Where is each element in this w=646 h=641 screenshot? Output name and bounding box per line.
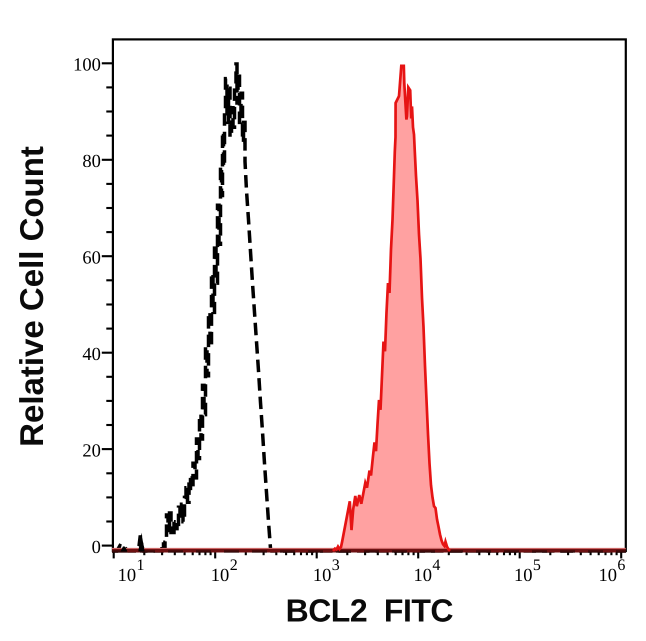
svg-text:10: 10 <box>599 566 618 586</box>
svg-text:6: 6 <box>617 557 625 574</box>
svg-text:BCL2 FITC: BCL2 FITC <box>286 592 454 628</box>
svg-text:10: 10 <box>514 566 533 586</box>
svg-text:Relative Cell Count: Relative Cell Count <box>13 146 50 447</box>
svg-text:10: 10 <box>118 566 137 586</box>
svg-text:10: 10 <box>211 566 230 586</box>
svg-text:2: 2 <box>230 557 238 574</box>
svg-text:60: 60 <box>82 249 101 269</box>
svg-text:10: 10 <box>414 566 433 586</box>
svg-text:1: 1 <box>137 557 145 574</box>
svg-text:40: 40 <box>82 345 101 365</box>
svg-text:4: 4 <box>432 557 440 574</box>
svg-text:10: 10 <box>313 566 332 586</box>
svg-text:5: 5 <box>533 557 541 574</box>
svg-text:80: 80 <box>82 152 101 172</box>
svg-text:3: 3 <box>332 557 340 574</box>
svg-text:20: 20 <box>82 441 101 461</box>
svg-text:0: 0 <box>92 538 101 558</box>
svg-text:100: 100 <box>73 56 101 76</box>
